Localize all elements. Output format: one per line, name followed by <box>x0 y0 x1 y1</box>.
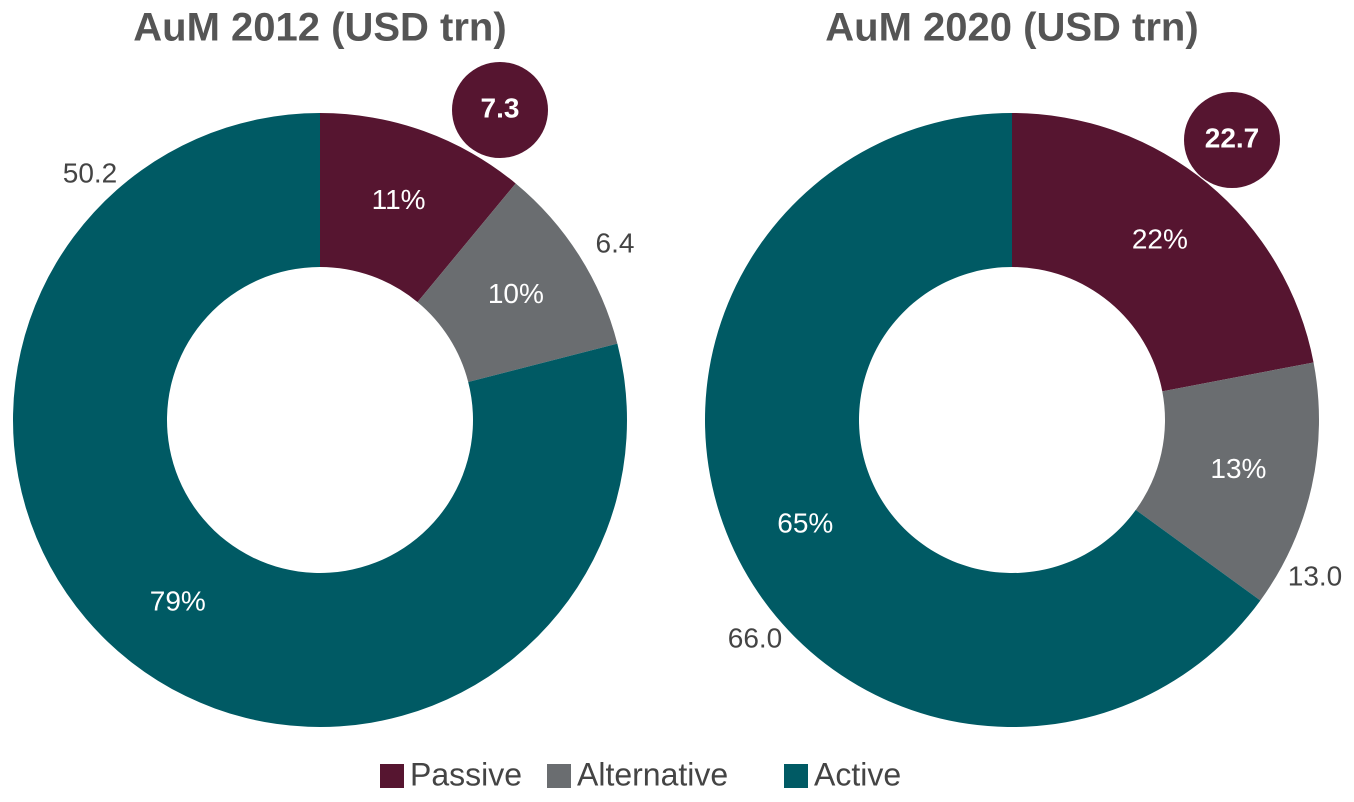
donut-slice <box>13 113 628 728</box>
donut-slice <box>320 113 516 303</box>
donut-slice <box>704 112 1261 727</box>
amount-label: 13.0 <box>1288 560 1343 591</box>
legend-swatch <box>380 764 404 788</box>
percent-label: 79% <box>150 586 206 617</box>
legend-label: Alternative <box>577 756 728 792</box>
donut-slice <box>1012 113 1314 392</box>
amount-label: 22.7 <box>1205 122 1260 153</box>
legend-label: Passive <box>410 756 522 792</box>
percent-label: 65% <box>777 508 833 539</box>
legend: Passive Alternative Active <box>380 756 901 792</box>
chart-title: AuM 2012 (USD trn) <box>133 6 506 50</box>
percent-label: 13% <box>1210 453 1266 484</box>
chart-title: AuM 2020 (USD trn) <box>825 6 1198 50</box>
legend-swatch <box>547 764 571 788</box>
amount-label: 50.2 <box>63 157 118 188</box>
percent-label: 11% <box>372 184 426 215</box>
amount-bubble <box>452 62 548 158</box>
amount-bubble <box>1184 92 1280 188</box>
legend-label: Active <box>814 756 901 792</box>
percent-label: 10% <box>488 278 544 309</box>
donut-slice <box>1135 362 1319 601</box>
legend-swatch <box>784 764 808 788</box>
amount-label: 6.4 <box>596 227 635 258</box>
amount-label: 7.3 <box>481 92 520 123</box>
amount-label: 66.0 <box>728 622 783 653</box>
percent-label: 22% <box>1132 224 1188 255</box>
donut-slice <box>417 183 618 382</box>
